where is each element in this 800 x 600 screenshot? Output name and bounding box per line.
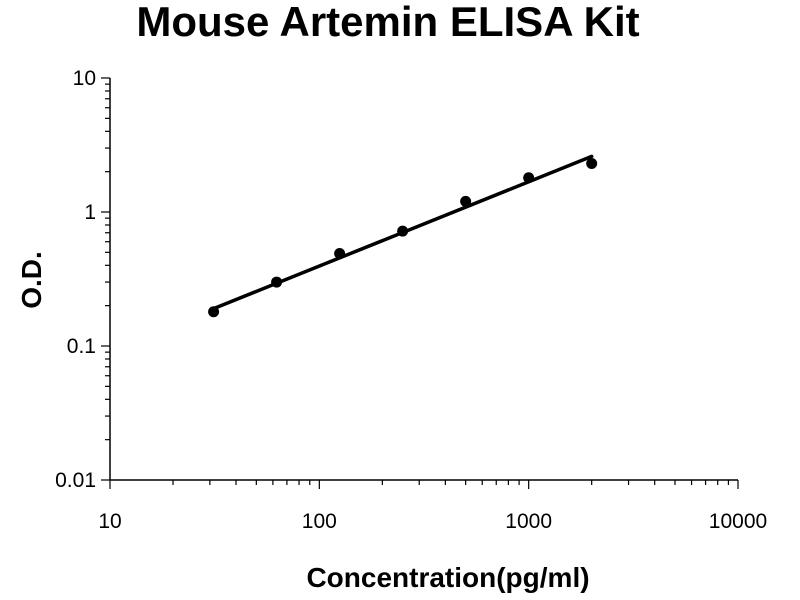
data-point [271, 276, 283, 288]
data-point [586, 158, 598, 170]
x-tick-label: 10 [98, 510, 121, 533]
data-point [523, 172, 535, 184]
y-tick-label: 10 [73, 67, 96, 90]
data-point [208, 306, 220, 318]
y-tick-label: 1 [84, 201, 96, 224]
chart-title: Mouse Artemin ELISA Kit [136, 0, 639, 45]
y-tick-label: 0.1 [67, 335, 96, 358]
y-tick-label: 0.01 [55, 469, 96, 492]
data-point [397, 225, 409, 237]
x-tick-label: 10000 [709, 510, 767, 533]
x-axis-label: Concentration(pg/ml) [306, 562, 589, 593]
x-tick-label: 1000 [505, 510, 552, 533]
x-tick-label: 100 [302, 510, 337, 533]
y-axis-label: O.D. [16, 251, 47, 309]
data-point [460, 195, 472, 207]
data-point [334, 248, 346, 260]
plot-area: 0.01 0.1 1 10 10 100 1000 10000 [55, 67, 767, 533]
